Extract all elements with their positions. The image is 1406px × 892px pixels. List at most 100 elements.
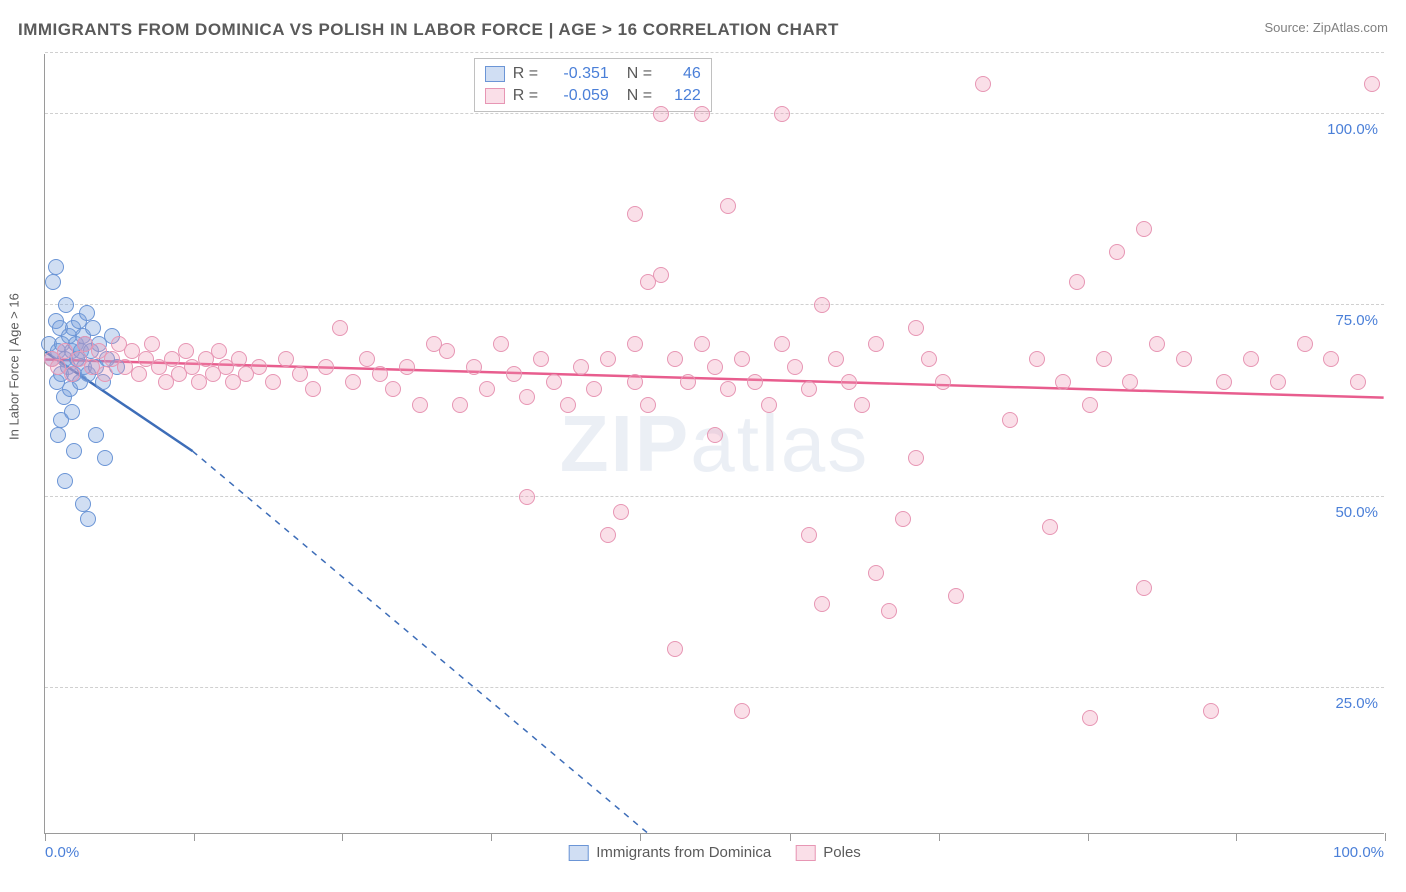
data-point bbox=[1082, 397, 1098, 413]
data-point bbox=[1297, 336, 1313, 352]
data-point bbox=[720, 381, 736, 397]
data-point bbox=[131, 366, 147, 382]
data-point bbox=[439, 343, 455, 359]
data-point bbox=[479, 381, 495, 397]
data-point bbox=[318, 359, 334, 375]
data-point bbox=[586, 381, 602, 397]
source-link[interactable]: ZipAtlas.com bbox=[1313, 20, 1388, 35]
data-point bbox=[79, 305, 95, 321]
data-point bbox=[45, 274, 61, 290]
data-point bbox=[1069, 274, 1085, 290]
data-point bbox=[774, 106, 790, 122]
legend-item: Poles bbox=[795, 844, 861, 861]
x-tick bbox=[45, 833, 46, 841]
data-point bbox=[1270, 374, 1286, 390]
data-point bbox=[399, 359, 415, 375]
n-value: 46 bbox=[665, 65, 701, 83]
data-point bbox=[747, 374, 763, 390]
data-point bbox=[627, 206, 643, 222]
legend-label: Poles bbox=[823, 844, 861, 861]
n-label: N = bbox=[627, 87, 657, 105]
data-point bbox=[64, 404, 80, 420]
data-point bbox=[694, 106, 710, 122]
data-point bbox=[1243, 351, 1259, 367]
data-point bbox=[1149, 336, 1165, 352]
data-point bbox=[57, 473, 73, 489]
data-point bbox=[64, 366, 80, 382]
y-tick-label: 100.0% bbox=[1327, 121, 1378, 138]
data-point bbox=[854, 397, 870, 413]
legend-swatch bbox=[568, 845, 588, 861]
data-point bbox=[694, 336, 710, 352]
data-point bbox=[231, 351, 247, 367]
data-point bbox=[600, 527, 616, 543]
watermark-bold: ZIP bbox=[560, 399, 690, 488]
y-axis-label: In Labor Force | Age > 16 bbox=[7, 293, 22, 440]
x-tick-label: 0.0% bbox=[45, 844, 79, 861]
x-tick bbox=[790, 833, 791, 841]
data-point bbox=[519, 489, 535, 505]
legend-swatch bbox=[795, 845, 815, 861]
trend-lines-layer bbox=[45, 54, 1384, 833]
data-point bbox=[97, 366, 113, 382]
data-point bbox=[627, 374, 643, 390]
data-point bbox=[640, 397, 656, 413]
data-point bbox=[1350, 374, 1366, 390]
x-tick bbox=[1236, 833, 1237, 841]
data-point bbox=[814, 297, 830, 313]
data-point bbox=[560, 397, 576, 413]
data-point bbox=[828, 351, 844, 367]
correlation-legend: R =-0.351N =46R =-0.059N =122 bbox=[474, 58, 712, 112]
x-tick bbox=[1088, 833, 1089, 841]
gridline bbox=[45, 496, 1384, 497]
x-tick-label: 100.0% bbox=[1333, 844, 1384, 861]
y-tick-label: 75.0% bbox=[1335, 312, 1378, 329]
x-tick bbox=[342, 833, 343, 841]
legend-row: R =-0.059N =122 bbox=[485, 85, 701, 107]
data-point bbox=[868, 336, 884, 352]
data-point bbox=[774, 336, 790, 352]
data-point bbox=[305, 381, 321, 397]
watermark: ZIPatlas bbox=[560, 398, 869, 490]
trend-line-extrapolated bbox=[193, 451, 648, 833]
data-point bbox=[801, 381, 817, 397]
data-point bbox=[278, 351, 294, 367]
data-point bbox=[546, 374, 562, 390]
data-point bbox=[868, 565, 884, 581]
data-point bbox=[895, 511, 911, 527]
x-tick bbox=[491, 833, 492, 841]
data-point bbox=[1042, 519, 1058, 535]
data-point bbox=[345, 374, 361, 390]
data-point bbox=[734, 351, 750, 367]
x-tick bbox=[939, 833, 940, 841]
source-attribution: Source: ZipAtlas.com bbox=[1264, 20, 1388, 35]
r-value: -0.059 bbox=[551, 87, 609, 105]
chart-title: IMMIGRANTS FROM DOMINICA VS POLISH IN LA… bbox=[18, 20, 839, 40]
data-point bbox=[814, 596, 830, 612]
data-point bbox=[908, 320, 924, 336]
data-point bbox=[211, 343, 227, 359]
data-point bbox=[359, 351, 375, 367]
series-legend: Immigrants from DominicaPoles bbox=[568, 844, 861, 861]
data-point bbox=[1082, 710, 1098, 726]
legend-swatch bbox=[485, 88, 505, 104]
data-point bbox=[385, 381, 401, 397]
y-tick-label: 50.0% bbox=[1335, 504, 1378, 521]
data-point bbox=[372, 366, 388, 382]
gridline bbox=[45, 52, 1384, 53]
data-point bbox=[66, 443, 82, 459]
r-value: -0.351 bbox=[551, 65, 609, 83]
y-tick-label: 25.0% bbox=[1335, 695, 1378, 712]
data-point bbox=[1055, 374, 1071, 390]
data-point bbox=[251, 359, 267, 375]
data-point bbox=[908, 450, 924, 466]
gridline bbox=[45, 687, 1384, 688]
data-point bbox=[332, 320, 348, 336]
data-point bbox=[452, 397, 468, 413]
r-label: R = bbox=[513, 87, 543, 105]
gridline bbox=[45, 113, 1384, 114]
data-point bbox=[1136, 580, 1152, 596]
scatter-plot: ZIPatlas R =-0.351N =46R =-0.059N =122 I… bbox=[44, 54, 1384, 834]
r-label: R = bbox=[513, 65, 543, 83]
data-point bbox=[412, 397, 428, 413]
